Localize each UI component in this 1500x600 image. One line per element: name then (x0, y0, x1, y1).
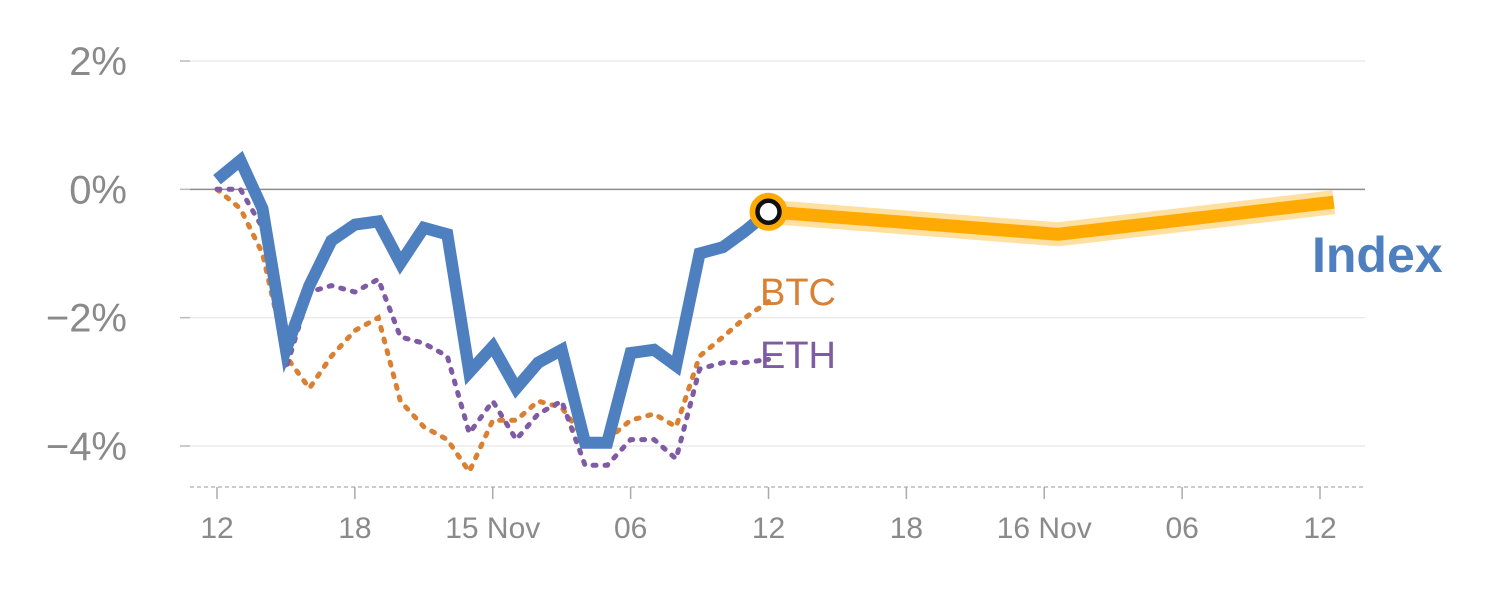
x-tick-label: 12 (200, 512, 233, 545)
series-layer (213, 150, 773, 477)
y-tick-label: 2% (69, 40, 127, 84)
x-tick-label: 16 Nov (997, 512, 1092, 545)
index-line (213, 150, 773, 449)
eth-label: ETH (760, 335, 836, 377)
x-tick-label: 18 (338, 512, 371, 545)
btc-line (214, 186, 771, 477)
x-tick-label: 12 (1303, 512, 1336, 545)
forecast-layer (749, 190, 1336, 247)
x-tick-label: 15 Nov (445, 512, 540, 545)
series-labels: BTC ETH Index (760, 227, 1443, 377)
x-tick-label: 06 (614, 512, 647, 545)
y-tick-label: −2% (46, 297, 127, 341)
y-tick-label: −4% (46, 425, 127, 469)
x-tick-label: 12 (752, 512, 785, 545)
x-tick-label: 18 (890, 512, 923, 545)
x-tick-label: 06 (1165, 512, 1198, 545)
current-point-marker (755, 198, 782, 226)
forecast-line (767, 195, 1335, 241)
btc-label: BTC (760, 272, 836, 314)
axes: 2% 0% −2% −4% 12 18 15 Nov 06 12 18 16 Nov 06 12 (46, 40, 1365, 545)
grid (180, 60, 1365, 447)
index-label: Index (1312, 227, 1443, 283)
y-tick-label: 0% (69, 168, 127, 212)
